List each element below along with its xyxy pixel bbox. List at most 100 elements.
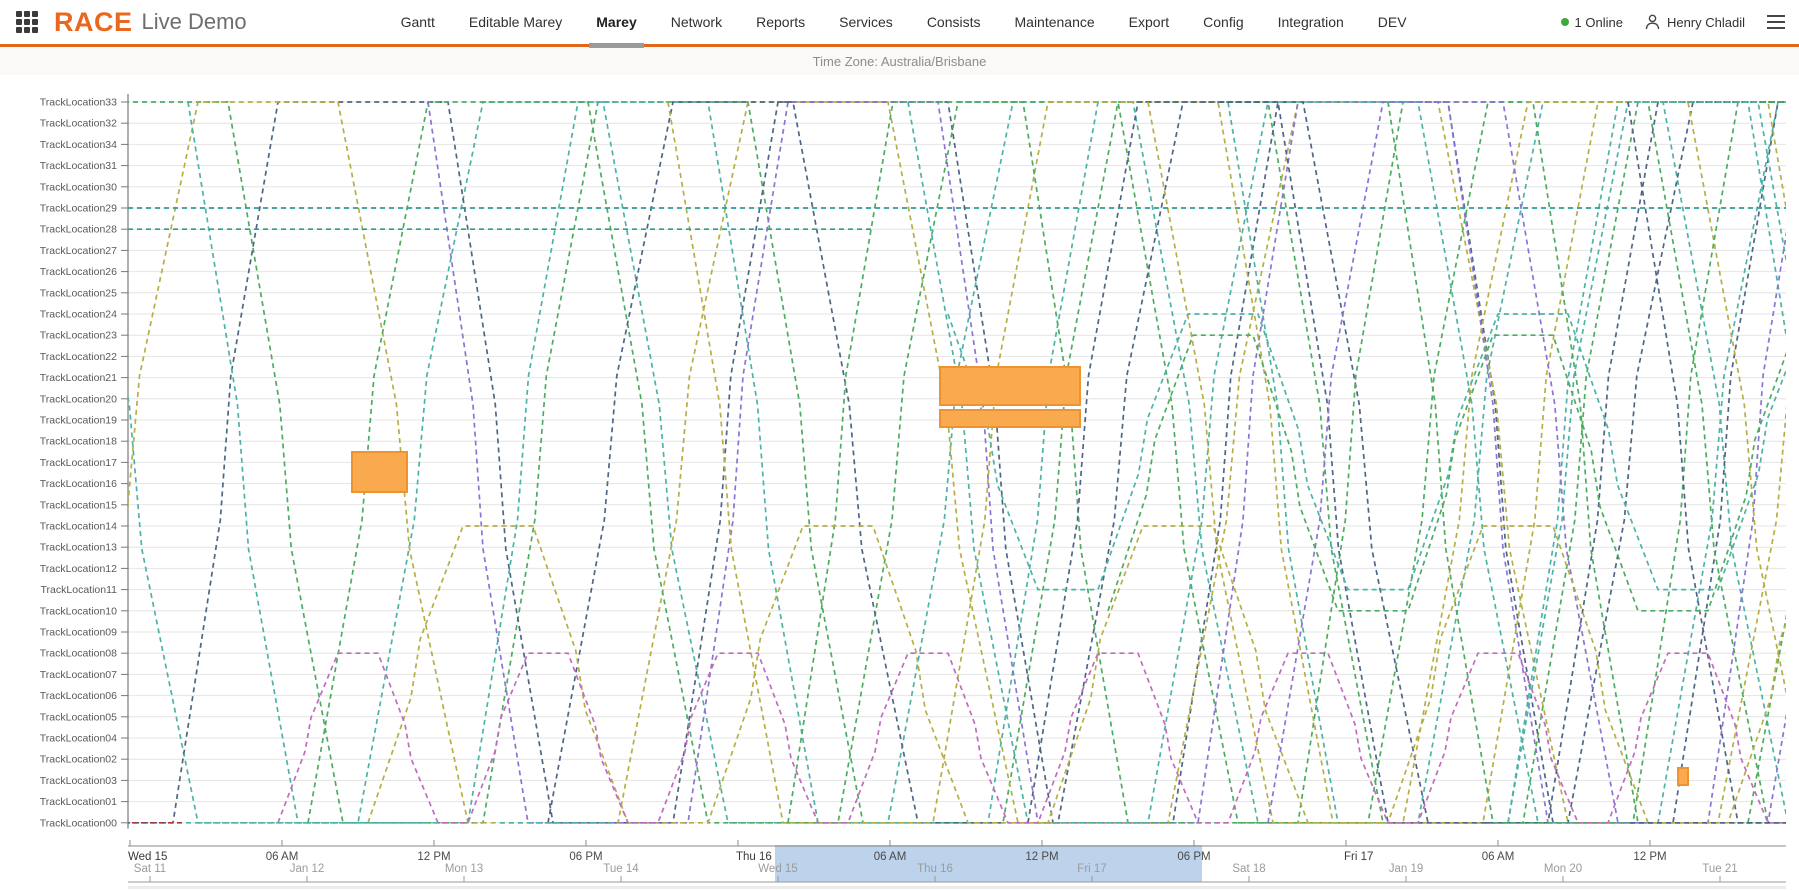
- row-label: TrackLocation07: [40, 669, 117, 681]
- x-axis-context-label: Jan 12: [290, 863, 325, 875]
- row-label: TrackLocation03: [40, 775, 117, 787]
- app-header: RACE Live Demo Gantt Editable Marey Marey N…: [0, 0, 1799, 48]
- nav-tab-config[interactable]: Config: [1203, 14, 1244, 30]
- train-path[interactable]: [1107, 334, 1799, 612]
- row-label: TrackLocation00: [40, 817, 117, 829]
- x-axis-context-label: Fri 17: [1077, 863, 1106, 875]
- row-label: TrackLocation29: [40, 203, 117, 215]
- x-axis-main-label: 06 AM: [1482, 851, 1515, 863]
- x-axis-main-label: Fri 17: [1344, 851, 1373, 863]
- train-path[interactable]: [277, 652, 1799, 824]
- nav-tab-services[interactable]: Services: [839, 14, 893, 30]
- header-right: 1 Online Henry Chladil: [1560, 14, 1785, 30]
- nav-tab-integration[interactable]: Integration: [1277, 14, 1344, 30]
- nav-tab-marey[interactable]: Marey: [579, 0, 653, 48]
- x-axis-context-label: Jan 19: [1389, 863, 1424, 875]
- row-label: TrackLocation24: [40, 309, 117, 321]
- row-label: TrackLocation22: [40, 351, 117, 363]
- nav-tab-editable-marey[interactable]: Editable Marey: [468, 14, 563, 30]
- row-label: TrackLocation05: [40, 711, 117, 723]
- person-icon: [1645, 14, 1660, 30]
- row-label: TrackLocation13: [40, 542, 117, 554]
- x-axis-context-label: Sat 11: [134, 863, 166, 875]
- time-brush-selection[interactable]: [775, 845, 1202, 882]
- row-label: TrackLocation04: [40, 733, 117, 745]
- x-axis-main-label: 12 PM: [1633, 851, 1666, 863]
- x-axis-context-label: Thu 16: [917, 863, 953, 875]
- x-axis-context-label: Mon 20: [1544, 863, 1582, 875]
- possession-block[interactable]: [1677, 767, 1689, 786]
- row-label: TrackLocation27: [40, 245, 117, 257]
- main-nav: Gantt Editable Marey Marey Network Reports Se…: [247, 0, 1561, 48]
- row-label: TrackLocation32: [40, 118, 117, 130]
- timezone-label: Time Zone: Australia/Brisbane: [0, 47, 1799, 75]
- scroll-track[interactable]: [128, 886, 1786, 889]
- train-path[interactable]: [947, 313, 1799, 591]
- online-dot-icon: [1560, 18, 1569, 26]
- online-status[interactable]: 1 Online: [1560, 14, 1623, 30]
- nav-tab-export[interactable]: Export: [1128, 14, 1170, 30]
- x-axis-main-label: 06 PM: [569, 851, 602, 863]
- x-axis-main-label: 06 AM: [266, 851, 299, 863]
- nav-tab-gantt[interactable]: Gantt: [400, 14, 435, 30]
- row-label: TrackLocation19: [40, 415, 117, 427]
- x-axis-context-label: Tue 21: [1702, 863, 1737, 875]
- nav-tab-consists[interactable]: Consists: [926, 14, 981, 30]
- row-label: TrackLocation21: [40, 372, 117, 384]
- train-path[interactable]: [0, 101, 1799, 824]
- nav-tab-dev[interactable]: DEV: [1377, 14, 1407, 30]
- row-label: TrackLocation34: [40, 139, 117, 151]
- hamburger-menu-icon[interactable]: [1767, 15, 1785, 29]
- nav-tab-network[interactable]: Network: [670, 14, 723, 30]
- brand-logo: RACE: [54, 6, 133, 37]
- online-label: 1 Online: [1574, 14, 1623, 30]
- x-axis-context-label: Mon 13: [445, 863, 483, 875]
- row-label: TrackLocation09: [40, 627, 117, 639]
- row-label: TrackLocation15: [40, 499, 117, 511]
- row-label: TrackLocation31: [40, 160, 117, 172]
- row-label: TrackLocation23: [40, 330, 117, 342]
- row-label: TrackLocation16: [40, 478, 117, 490]
- app-launcher-grid-icon[interactable]: [16, 11, 38, 33]
- user-name: Henry Chladil: [1666, 14, 1745, 30]
- brand-subtitle: Live Demo: [141, 9, 247, 34]
- train-path[interactable]: [1147, 101, 1799, 824]
- row-label: TrackLocation26: [40, 266, 117, 278]
- x-axis-main-label: 12 PM: [417, 851, 450, 863]
- train-path[interactable]: [547, 101, 1799, 824]
- train-path[interactable]: [367, 525, 1799, 824]
- row-label: TrackLocation30: [40, 181, 117, 193]
- possession-block[interactable]: [939, 409, 1081, 428]
- x-axis-main-label: 12 PM: [1025, 851, 1058, 863]
- row-label: TrackLocation12: [40, 563, 117, 575]
- row-label: TrackLocation01: [40, 796, 117, 808]
- row-label: TrackLocation08: [40, 648, 117, 660]
- train-path[interactable]: [667, 101, 1799, 824]
- train-path[interactable]: [0, 101, 1799, 824]
- row-label: TrackLocation06: [40, 690, 117, 702]
- nav-tab-reports[interactable]: Reports: [756, 14, 806, 30]
- row-label: TrackLocation17: [40, 457, 117, 469]
- nav-tab-maintenance[interactable]: Maintenance: [1014, 14, 1095, 30]
- possession-block[interactable]: [351, 451, 408, 493]
- possession-block[interactable]: [939, 366, 1081, 406]
- x-axis-main-label: 06 AM: [874, 851, 907, 863]
- x-axis-main-label: 06 PM: [1177, 851, 1210, 863]
- x-axis-context-label: Wed 15: [758, 863, 797, 875]
- train-path[interactable]: [1507, 101, 1799, 823]
- train-path[interactable]: [787, 101, 1799, 824]
- user-menu[interactable]: Henry Chladil: [1645, 14, 1745, 30]
- header-left: RACE Live Demo: [16, 7, 247, 38]
- row-label: TrackLocation25: [40, 287, 117, 299]
- x-axis-main-label: Thu 16: [736, 851, 772, 863]
- row-label: TrackLocation10: [40, 605, 117, 617]
- train-path[interactable]: [1267, 101, 1799, 824]
- row-label: TrackLocation20: [40, 393, 117, 405]
- x-axis-main-label: Wed 15: [128, 851, 167, 863]
- row-label: TrackLocation28: [40, 224, 117, 236]
- row-label: TrackLocation18: [40, 436, 117, 448]
- row-label: TrackLocation33: [40, 97, 117, 109]
- row-label: TrackLocation11: [41, 584, 118, 596]
